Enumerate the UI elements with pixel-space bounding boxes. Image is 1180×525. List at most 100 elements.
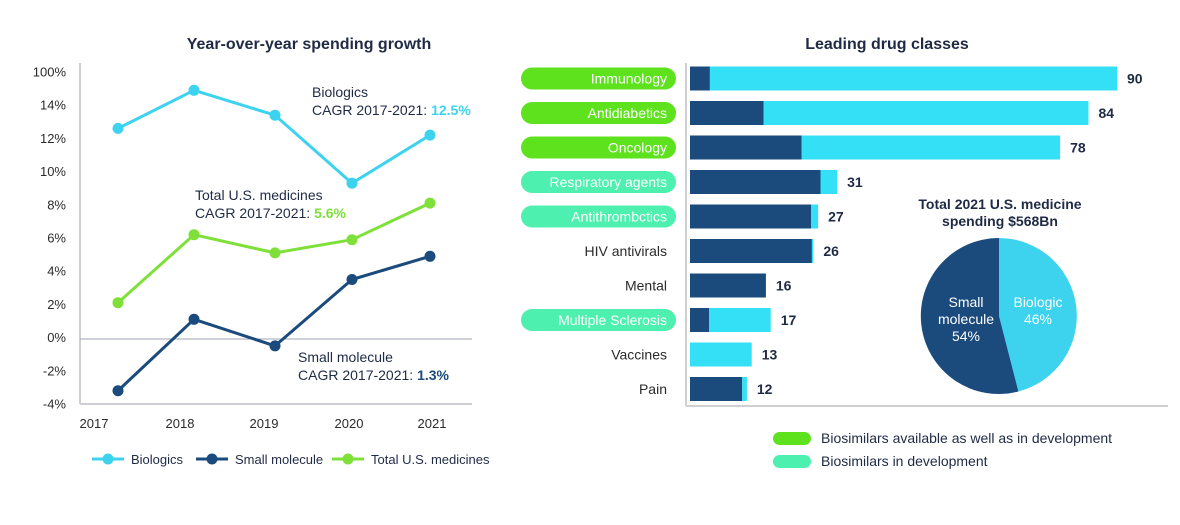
bar-biologics <box>811 239 814 263</box>
bar-row-antithrombctics: Antithrombctics 27 <box>521 204 844 229</box>
small-molecule-annotation-line2: CAGR 2017-2021: 1.3% <box>298 367 450 383</box>
pie-label-small-line1: Small <box>948 294 983 310</box>
bar-biologics <box>709 66 1117 91</box>
category-label: Antidiabetics <box>588 105 667 121</box>
bar-chart-title: Leading drug classes <box>805 36 969 53</box>
y-tick-label: 0% <box>47 330 66 345</box>
data-point-total-u-s-medicines <box>269 247 281 259</box>
category-pill-immunology <box>521 67 676 90</box>
category-label: Multiple Sclerosis <box>558 312 667 328</box>
line-chart-legend: Biologics Small molecule Total U.S. medi… <box>92 452 490 467</box>
legend-item-biologics: Biologics <box>92 452 184 467</box>
bar-row-antidiabetics: Antidiabetics 84 <box>521 101 1114 125</box>
category-pill-multiple-sclerosis <box>521 309 676 331</box>
y-tick-label: 10% <box>40 164 66 179</box>
data-point-biologics <box>112 122 124 134</box>
series-small-molecule <box>112 250 436 397</box>
bar-biologics <box>820 170 838 194</box>
bar-small-molecule <box>690 204 811 229</box>
legend-item-small-molecule: Small molecule <box>196 452 323 467</box>
y-tick-label: 2% <box>47 297 66 312</box>
bar-value-label: 12 <box>757 381 773 397</box>
legend-marker-biologics <box>102 453 114 465</box>
small-molecule-cagr-value: 1.3% <box>417 367 449 383</box>
bar-value-label: 31 <box>847 174 863 190</box>
bar-small-molecule <box>690 239 812 263</box>
bar-row-mental: Mental 16 <box>625 273 792 298</box>
legend-item-in-development: Biosimilars in development <box>773 453 988 469</box>
bar-biologics <box>763 101 1089 125</box>
pie-title-line1: Total 2021 U.S. medicine <box>918 196 1081 212</box>
bar-small-molecule <box>690 135 802 160</box>
data-point-total-u-s-medicines <box>188 229 200 241</box>
series-biologics <box>112 84 436 189</box>
legend-label-available: Biosimilars available as well as in deve… <box>821 430 1112 446</box>
total-cagr-label: CAGR 2017-2021: <box>195 205 314 221</box>
pie-title-line2: spending $568Bn <box>942 213 1058 229</box>
data-point-small-molecule <box>188 313 200 325</box>
bar-row-pain: Pain 12 <box>639 377 773 401</box>
category-label: HIV antivirals <box>585 243 667 259</box>
y-tick-label: 4% <box>47 264 66 279</box>
small-molecule-cagr-label: CAGR 2017-2021: <box>298 367 417 383</box>
category-label: Pain <box>639 381 667 397</box>
y-tick-label: 100% <box>33 65 67 80</box>
category-label: Oncology <box>608 140 667 156</box>
legend-marker-small-molecule <box>206 453 218 465</box>
x-tick-label: 2020 <box>335 416 364 431</box>
data-point-small-molecule <box>112 385 124 397</box>
bar-value-label: 13 <box>762 347 778 363</box>
biologics-cagr-value: 12.5% <box>431 102 471 118</box>
data-point-total-u-s-medicines <box>424 197 436 209</box>
legend-swatch-in-development <box>773 455 811 468</box>
x-tick-label: 2017 <box>80 416 109 431</box>
y-tick-label: 8% <box>47 197 66 212</box>
bar-small-molecule <box>690 66 710 91</box>
bar-row-multiple-sclerosis: Multiple Sclerosis 17 <box>521 308 796 332</box>
bar-chart-legend: Biosimilars available as well as in deve… <box>773 430 1112 469</box>
data-point-total-u-s-medicines <box>112 297 124 309</box>
bar-value-label: 90 <box>1127 71 1143 87</box>
pie-slices <box>920 237 1077 394</box>
bar-value-label: 78 <box>1070 140 1086 156</box>
bar-biologics <box>742 377 747 401</box>
category-label: Immunology <box>591 71 667 87</box>
line-chart-title: Year-over-year spending growth <box>187 36 432 53</box>
legend-label-total: Total U.S. medicines <box>371 452 490 467</box>
data-point-biologics <box>424 129 436 141</box>
legend-swatch-available <box>773 432 811 445</box>
y-tick-label: -2% <box>43 363 67 378</box>
bar-biologics <box>709 308 771 332</box>
legend-label-small-molecule: Small molecule <box>235 452 323 467</box>
category-label: Mental <box>625 278 667 294</box>
legend-label-biologics: Biologics <box>131 452 184 467</box>
total-annotation-line1: Total U.S. medicines <box>195 187 323 203</box>
pie-pct-biologic: 46% <box>1024 311 1052 327</box>
bar-value-label: 26 <box>823 243 839 259</box>
y-tick-label: 6% <box>47 231 66 246</box>
bar-value-label: 84 <box>1099 105 1115 121</box>
y-tick-label: -4% <box>43 397 67 412</box>
bar-biologics <box>801 135 1061 160</box>
data-point-biologics <box>346 177 358 189</box>
line-series <box>112 84 436 397</box>
data-point-small-molecule <box>424 250 436 262</box>
pie-label-biologic: Biologic <box>1013 294 1062 310</box>
data-point-biologics <box>269 109 281 121</box>
y-tick-label: 12% <box>40 131 66 146</box>
pie-chart: Total 2021 U.S. medicine spending $568Bn… <box>918 196 1082 394</box>
bar-small-molecule <box>690 101 764 125</box>
data-point-small-molecule <box>346 274 358 285</box>
data-point-total-u-s-medicines <box>346 234 358 246</box>
category-pill-respiratory-agents <box>521 171 676 193</box>
x-tick-label: 2021 <box>418 416 447 431</box>
pie-label-small-line2: molecule <box>938 311 994 327</box>
category-pill-antithrombctics <box>521 205 676 228</box>
bar-small-molecule <box>690 273 766 298</box>
legend-item-available: Biosimilars available as well as in deve… <box>773 430 1112 446</box>
data-point-small-molecule <box>269 340 281 352</box>
bar-row-oncology: Oncology 78 <box>521 135 1086 160</box>
category-label: Respiratory agents <box>549 174 667 190</box>
category-pill-antidiabetics <box>521 102 676 124</box>
